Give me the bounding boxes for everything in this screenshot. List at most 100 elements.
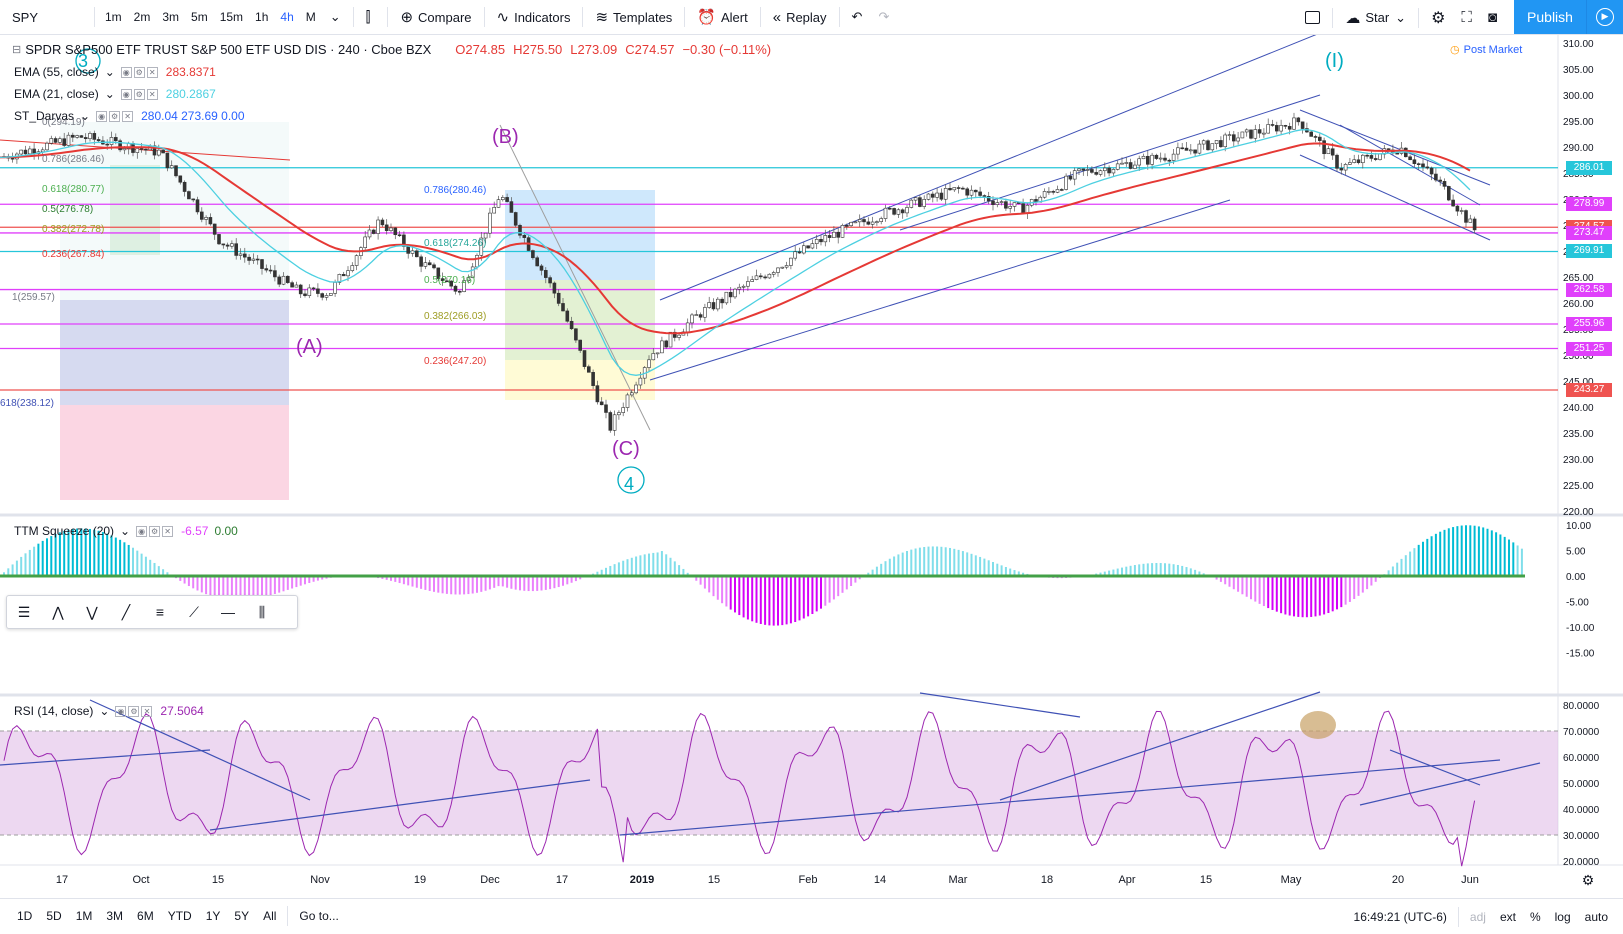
price-tick-label: 235.00 [1563, 429, 1594, 440]
candle-body [19, 149, 24, 155]
range-ytd[interactable]: YTD [167, 909, 192, 923]
templates-button[interactable]: ≋ Templates [587, 0, 680, 35]
elliott-abc-icon[interactable]: ⋁ [86, 603, 98, 620]
candle-body [1197, 143, 1202, 154]
ema21-legend[interactable]: EMA (21, close) ⌄ ◉ ⚙ ✕ 280.2867 [14, 87, 216, 101]
eye-icon[interactable]: ◉ [120, 66, 132, 78]
range-5y[interactable]: 5Y [234, 909, 250, 923]
range-5d[interactable]: 5D [46, 909, 62, 923]
undo-button[interactable]: ↶ [844, 0, 871, 35]
range-3m[interactable]: 3M [106, 909, 124, 923]
adj-toggle[interactable]: adj [1469, 909, 1486, 924]
drag-handle-icon[interactable]: ☰ [17, 603, 31, 620]
eye-icon[interactable]: ◉ [136, 525, 148, 537]
interval-month[interactable]: M [305, 10, 316, 24]
range-1d[interactable]: 1D [17, 909, 33, 923]
star-layout-button[interactable]: ☁ Star ⌄ [1337, 0, 1414, 35]
candle-body [406, 246, 411, 254]
range-1m[interactable]: 1M [75, 909, 93, 923]
range-1y[interactable]: 1Y [205, 909, 221, 923]
gear-icon[interactable]: ⚙ [149, 525, 161, 537]
divider [1418, 7, 1420, 28]
candle-body [290, 282, 294, 288]
auto-toggle[interactable]: auto [1584, 909, 1608, 924]
darvas-legend[interactable]: ST_Darvas ⌄ ◉ ⚙ ✕ 280.04 273.69 0.00 [14, 109, 245, 123]
interval-5m[interactable]: 5m [191, 10, 208, 24]
candle-body [346, 270, 350, 277]
time-axis[interactable]: 17 Oct 15 Nov 19 Dec 17 2019 15 Feb 14 Mar 18 Apr 15 Ma… [56, 872, 1594, 888]
ema55-legend[interactable]: EMA (55, close) ⌄ ◉ ⚙ ✕ 283.8371 [14, 65, 216, 79]
fib-retracement-icon[interactable]: ≡ [155, 604, 165, 620]
chart-area[interactable]: 0(294.19) 0.786(286.46) 0.618(280.77) 0.5(2… [0, 32, 1623, 898]
close-icon[interactable]: ✕ [141, 705, 153, 717]
gear-icon[interactable]: ⚙ [133, 88, 145, 100]
close-icon[interactable]: ✕ [146, 66, 158, 78]
candle-body [939, 192, 944, 200]
interval-1h[interactable]: 1h [255, 10, 269, 24]
candle-body [457, 290, 462, 293]
candle-body [496, 199, 501, 208]
close-icon[interactable]: ✕ [162, 525, 174, 537]
percent-toggle[interactable]: % [1529, 909, 1541, 924]
eye-icon[interactable]: ◉ [96, 110, 108, 122]
clock[interactable]: 16:49:21 (UTC-6) [1353, 909, 1447, 924]
ray-icon[interactable]: ⟋ [189, 603, 199, 620]
candle-body [586, 366, 591, 373]
range-6m[interactable]: 6M [137, 909, 154, 923]
candle-body [1253, 129, 1258, 139]
layout-button[interactable] [1297, 0, 1328, 35]
candle-body [617, 412, 621, 416]
interval-4h[interactable]: 4h [280, 10, 294, 24]
candle-body [1464, 210, 1468, 223]
candle-body [784, 265, 789, 268]
gear-icon[interactable]: ⚙ [133, 66, 145, 78]
redo-button[interactable]: ↷ [870, 0, 897, 35]
ext-toggle[interactable]: ext [1499, 909, 1516, 924]
measure-icon[interactable]: ⫼ [258, 603, 266, 620]
range-all[interactable]: All [263, 909, 277, 923]
alert-button[interactable]: ⏰ Alert [689, 0, 755, 35]
interval-2m[interactable]: 2m [133, 10, 151, 24]
collapse-icon[interactable]: ⊟ [12, 44, 22, 56]
candle-body [1313, 136, 1318, 138]
goto-button[interactable]: Go to... [299, 909, 339, 923]
ttm-legend[interactable]: TTM Squeeze (20) ⌄ ◉ ⚙ ✕ -6.57 0.00 [14, 524, 238, 538]
rsi-trendline [1389, 749, 1481, 786]
eye-icon[interactable]: ◉ [120, 88, 132, 100]
settings-button[interactable]: ⚙ [1423, 0, 1453, 35]
gear-icon[interactable]: ⚙ [128, 705, 140, 717]
replay-button[interactable]: «Replay [765, 0, 835, 35]
ttm-value-2: 0.00 [214, 524, 238, 538]
rsi-legend[interactable]: RSI (14, close) ⌄ ◉ ⚙ ✕ 27.5064 [14, 704, 204, 718]
candle-body [225, 244, 230, 247]
interval-15m[interactable]: 15m [219, 10, 244, 24]
horizontal-line-icon[interactable]: — [221, 604, 235, 620]
candle-body [161, 149, 165, 154]
publish-button[interactable]: Publish [1514, 0, 1586, 34]
close-icon[interactable]: ✕ [146, 88, 158, 100]
candle-body [1421, 163, 1425, 168]
channel-line [1299, 154, 1491, 241]
post-market-tag[interactable]: ◷ Post Market [1450, 43, 1522, 57]
eye-icon[interactable]: ◉ [115, 705, 127, 717]
candle-body [1257, 129, 1262, 134]
gear-icon[interactable]: ⚙ [109, 110, 121, 122]
indicators-button[interactable]: ∿ Indicators [489, 0, 579, 35]
candle-body [10, 157, 15, 160]
interval-1m[interactable]: 1m [105, 10, 122, 24]
candle-body [337, 274, 342, 283]
close-icon[interactable]: ✕ [122, 110, 134, 122]
snapshot-button[interactable]: ◙ [1480, 0, 1505, 35]
interval-3m[interactable]: 3m [162, 10, 180, 24]
fullscreen-button[interactable]: ⛶ [1453, 0, 1480, 35]
play-button[interactable]: ▶ [1586, 0, 1623, 34]
elliott-wave-icon[interactable]: ⋀ [52, 603, 64, 620]
price-axis[interactable]: 310.00305.00300.00295.00290.00285.00280.… [1563, 39, 1594, 518]
chart-type-button[interactable]: ⫿ [358, 0, 384, 35]
trend-line-icon[interactable]: ╱ [121, 603, 131, 620]
chart-canvas[interactable]: 0(294.19) 0.786(286.46) 0.618(280.77) 0.5(2… [0, 32, 1623, 898]
log-toggle[interactable]: log [1554, 909, 1571, 924]
interval-dropdown[interactable]: ⌄ [322, 0, 349, 35]
compare-button[interactable]: ⊕ Compare [392, 0, 479, 35]
symbol-search[interactable]: SPY [12, 9, 39, 25]
